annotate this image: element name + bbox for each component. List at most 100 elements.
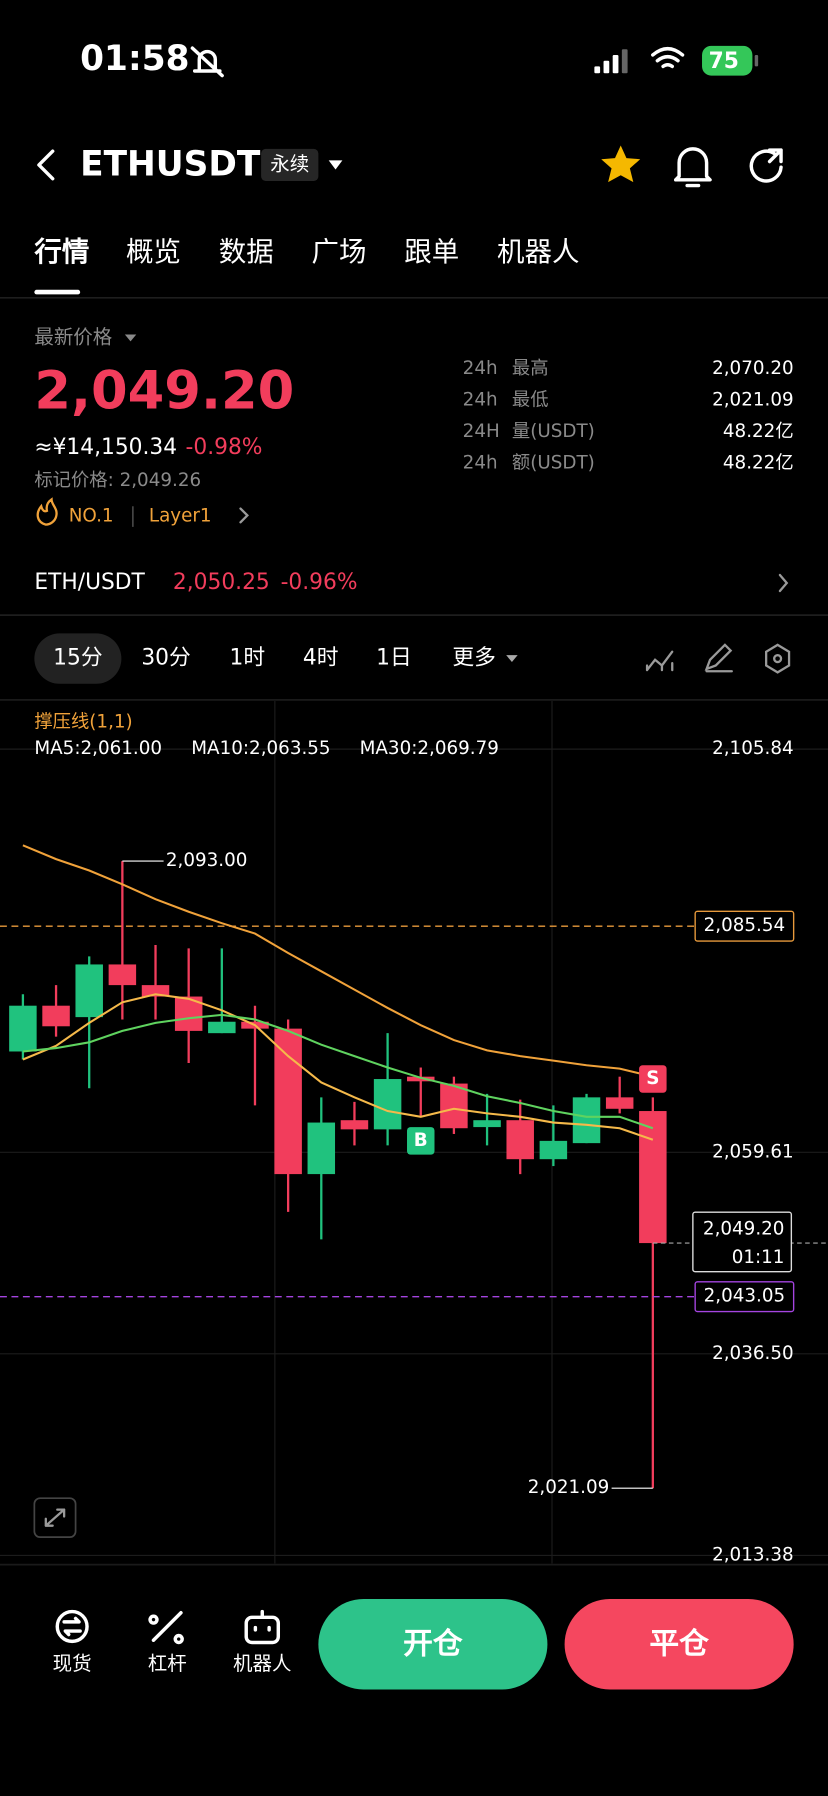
battery-tip [754,54,759,67]
legend-entry: MA5:2,061.00 [34,738,162,759]
candle-body [9,1005,37,1052]
tab[interactable]: 行情 [33,236,89,268]
signal-label: S [646,1068,659,1089]
tab[interactable]: 数据 [219,236,274,268]
draw-icon[interactable] [704,643,733,673]
tag-arrow[interactable] [239,507,249,524]
interval[interactable]: 30分 [141,646,190,671]
tab-bar: 行情 概览 数据 广场 跟单 机器人 [33,236,579,268]
dropdown-arrow[interactable] [328,160,343,170]
tab[interactable]: 广场 [312,236,367,268]
y-tick-label: 2,036.50 [712,1343,794,1364]
tab[interactable]: 机器人 [497,236,579,268]
ma-line [22,1013,654,1130]
interval[interactable]: 1时 [230,646,266,671]
stat-label: 最高 [512,358,549,379]
clock: 01:58 [80,39,189,79]
rank: NO.1 [69,506,114,527]
signal-label: B [414,1130,428,1151]
candle-body [539,1140,568,1160]
stat-period: 24h [463,358,498,379]
annotation-label: 2,093.00 [166,850,248,871]
leverage-icon[interactable] [148,1611,184,1645]
back-button[interactable] [37,149,55,181]
y-tick-label: 2,059.61 [712,1141,794,1162]
bottom-nav: 现货 杠杆 机器人 [53,1652,292,1675]
alert-bell[interactable] [673,147,712,188]
candle-body [440,1083,468,1129]
candle-body [639,1111,667,1244]
last-price-badge [692,1211,793,1273]
open-button-label[interactable]: 开仓 [403,1626,463,1661]
close-button-label[interactable]: 平仓 [649,1626,709,1661]
candle-body [506,1120,534,1160]
candle-body [605,1097,634,1109]
settings-icon[interactable] [765,643,791,674]
price-label: 最新价格 [34,325,112,348]
interval-bar: 15分 30分 1时 4时 1日 更多 [53,646,496,671]
last-price-label: 2,049.20 [703,1218,785,1239]
spot-arrow[interactable] [778,573,789,593]
stat-period: 24h [463,452,498,473]
tab-indicator [34,289,81,295]
candle-body [75,964,103,1018]
spot-price: 2,050.25 [173,570,270,595]
candle-body [274,1028,302,1175]
candle-body [307,1122,336,1175]
nav-label[interactable]: 机器人 [233,1652,291,1675]
interval[interactable]: 15分 [53,646,102,671]
stat-period: 24H [463,421,500,442]
hot-icon [36,497,58,526]
nav-label[interactable]: 现货 [53,1652,92,1675]
legend-entry: MA10:2,063.55 [191,738,330,759]
spot-icon[interactable] [55,1609,89,1644]
wifi-icon [651,46,685,69]
signal-marker [407,1127,435,1155]
close-button[interactable] [564,1598,794,1690]
interval[interactable]: 1日 [376,646,412,671]
candle-body [373,1079,402,1130]
share-button[interactable] [749,148,783,183]
interval[interactable]: 更多 [452,646,495,671]
open-button[interactable] [318,1598,548,1690]
contract-badge [261,148,319,181]
candle-body [208,1021,236,1034]
candle-body [42,1005,70,1027]
legend: MA5:2,061.00 MA10:2,063.55 MA30:2,069.79 [34,738,499,759]
tab[interactable]: 概览 [126,236,181,268]
price-change: -0.98% [186,435,263,460]
level-label: 2,085.54 [704,915,786,936]
ma-line [22,993,654,1141]
contract-type[interactable]: 永续 [270,152,309,175]
cny-price: ≈¥14,150.34 [34,435,177,460]
signal-icon [594,49,628,74]
indicator-icon[interactable] [645,650,674,672]
indicator-name: 撑压线(1,1) [34,712,132,733]
fullscreen-button[interactable] [33,1497,77,1538]
more-arrow[interactable] [506,655,518,663]
price-label-arrow[interactable] [124,334,137,342]
interval-selected [34,633,122,684]
candle-body [407,1076,435,1082]
tab[interactable]: 跟单 [404,236,459,268]
favorite-star[interactable] [601,145,641,183]
last-price: 2,049.20 [34,361,294,422]
robot-icon[interactable] [244,1609,281,1645]
battery [702,45,753,76]
nav-label[interactable]: 杠杆 [148,1652,187,1675]
stats: 24h 最高 2,070.20 24h 最低 2,021.09 24H 量(USDT) 48.2… [463,358,794,473]
interval[interactable]: 4时 [303,646,339,671]
candle-body [572,1097,601,1144]
legend-entry: MA30:2,069.79 [360,738,499,759]
stat-period: 24h [463,389,498,410]
stat-value: 48.22亿 [723,452,794,473]
annotation-label: 2,021.09 [528,1477,610,1498]
stat-label: 额(USDT) [512,452,595,473]
tag[interactable]: Layer1 [149,506,212,527]
stat-value: 2,021.09 [712,389,794,410]
stat-value: 2,070.20 [712,358,794,379]
spot-pair[interactable]: ETH/USDT [34,570,145,595]
